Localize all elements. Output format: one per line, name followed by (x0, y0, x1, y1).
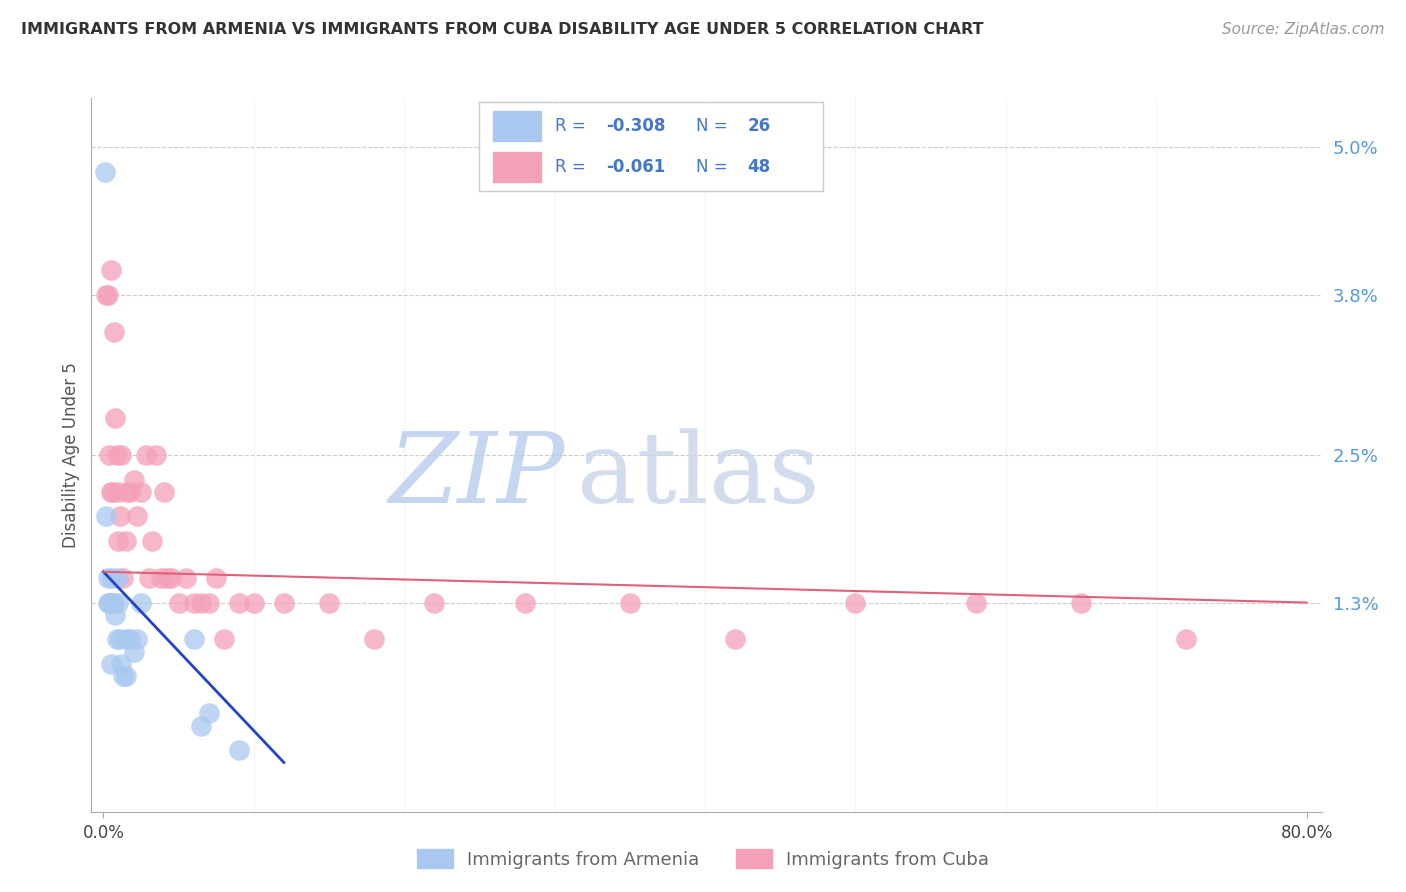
Point (167, 596, 190, 610)
Point (107, 571, 129, 585)
Point (100, 596, 122, 610)
Point (122, 473, 145, 487)
Point (105, 632, 128, 647)
Point (110, 657, 132, 671)
Point (423, 596, 446, 610)
Point (96, 288, 118, 302)
Point (104, 607, 127, 622)
Point (110, 448, 132, 462)
Point (619, 596, 641, 610)
Point (145, 448, 167, 462)
Point (243, 596, 266, 610)
Point (111, 669, 134, 683)
Point (103, 596, 125, 610)
Point (152, 484, 174, 499)
Point (228, 743, 250, 757)
Point (97, 571, 120, 585)
Point (111, 571, 134, 585)
Point (115, 669, 138, 683)
Point (108, 632, 131, 647)
Point (844, 596, 866, 610)
Point (100, 263, 122, 277)
Point (174, 571, 197, 585)
Point (94, 165, 117, 179)
Y-axis label: Disability Age Under 5: Disability Age Under 5 (62, 362, 80, 548)
Point (318, 596, 340, 610)
Point (122, 645, 145, 659)
Point (100, 484, 122, 499)
Legend: Immigrants from Armenia, Immigrants from Cuba: Immigrants from Armenia, Immigrants from… (409, 842, 997, 876)
Point (125, 632, 148, 647)
Point (96, 509, 118, 524)
Point (129, 596, 152, 610)
Point (100, 657, 122, 671)
Text: Source: ZipAtlas.com: Source: ZipAtlas.com (1222, 22, 1385, 37)
Point (115, 534, 138, 549)
Point (197, 596, 219, 610)
Point (141, 534, 163, 549)
Point (138, 571, 160, 585)
Point (129, 484, 152, 499)
Point (97, 596, 120, 610)
Point (135, 448, 157, 462)
Point (105, 448, 128, 462)
Point (183, 596, 205, 610)
Point (965, 596, 987, 610)
Text: ZIP: ZIP (389, 429, 565, 524)
Point (513, 596, 536, 610)
Point (190, 596, 212, 610)
Point (205, 571, 228, 585)
Point (190, 718, 212, 732)
Point (117, 632, 139, 647)
Point (107, 484, 129, 499)
Point (212, 632, 235, 647)
Point (98, 596, 121, 610)
Point (98, 448, 121, 462)
Point (149, 571, 172, 585)
Point (228, 596, 250, 610)
Point (108, 509, 131, 524)
Point (197, 706, 219, 721)
Point (120, 484, 142, 499)
Point (101, 571, 124, 585)
Point (125, 509, 148, 524)
Text: atlas: atlas (578, 428, 820, 524)
Point (97, 288, 120, 302)
Point (155, 571, 177, 585)
Point (117, 484, 139, 499)
Point (273, 596, 295, 610)
Point (183, 632, 205, 647)
Point (103, 325, 125, 339)
Point (104, 411, 127, 425)
Point (724, 632, 747, 647)
Point (120, 632, 142, 647)
Point (107, 534, 129, 549)
Point (1070, 596, 1092, 610)
Point (363, 632, 385, 647)
Point (101, 484, 124, 499)
Point (160, 571, 183, 585)
Text: IMMIGRANTS FROM ARMENIA VS IMMIGRANTS FROM CUBA DISABILITY AGE UNDER 5 CORRELATI: IMMIGRANTS FROM ARMENIA VS IMMIGRANTS FR… (21, 22, 984, 37)
Point (107, 596, 129, 610)
Point (1175, 632, 1198, 647)
